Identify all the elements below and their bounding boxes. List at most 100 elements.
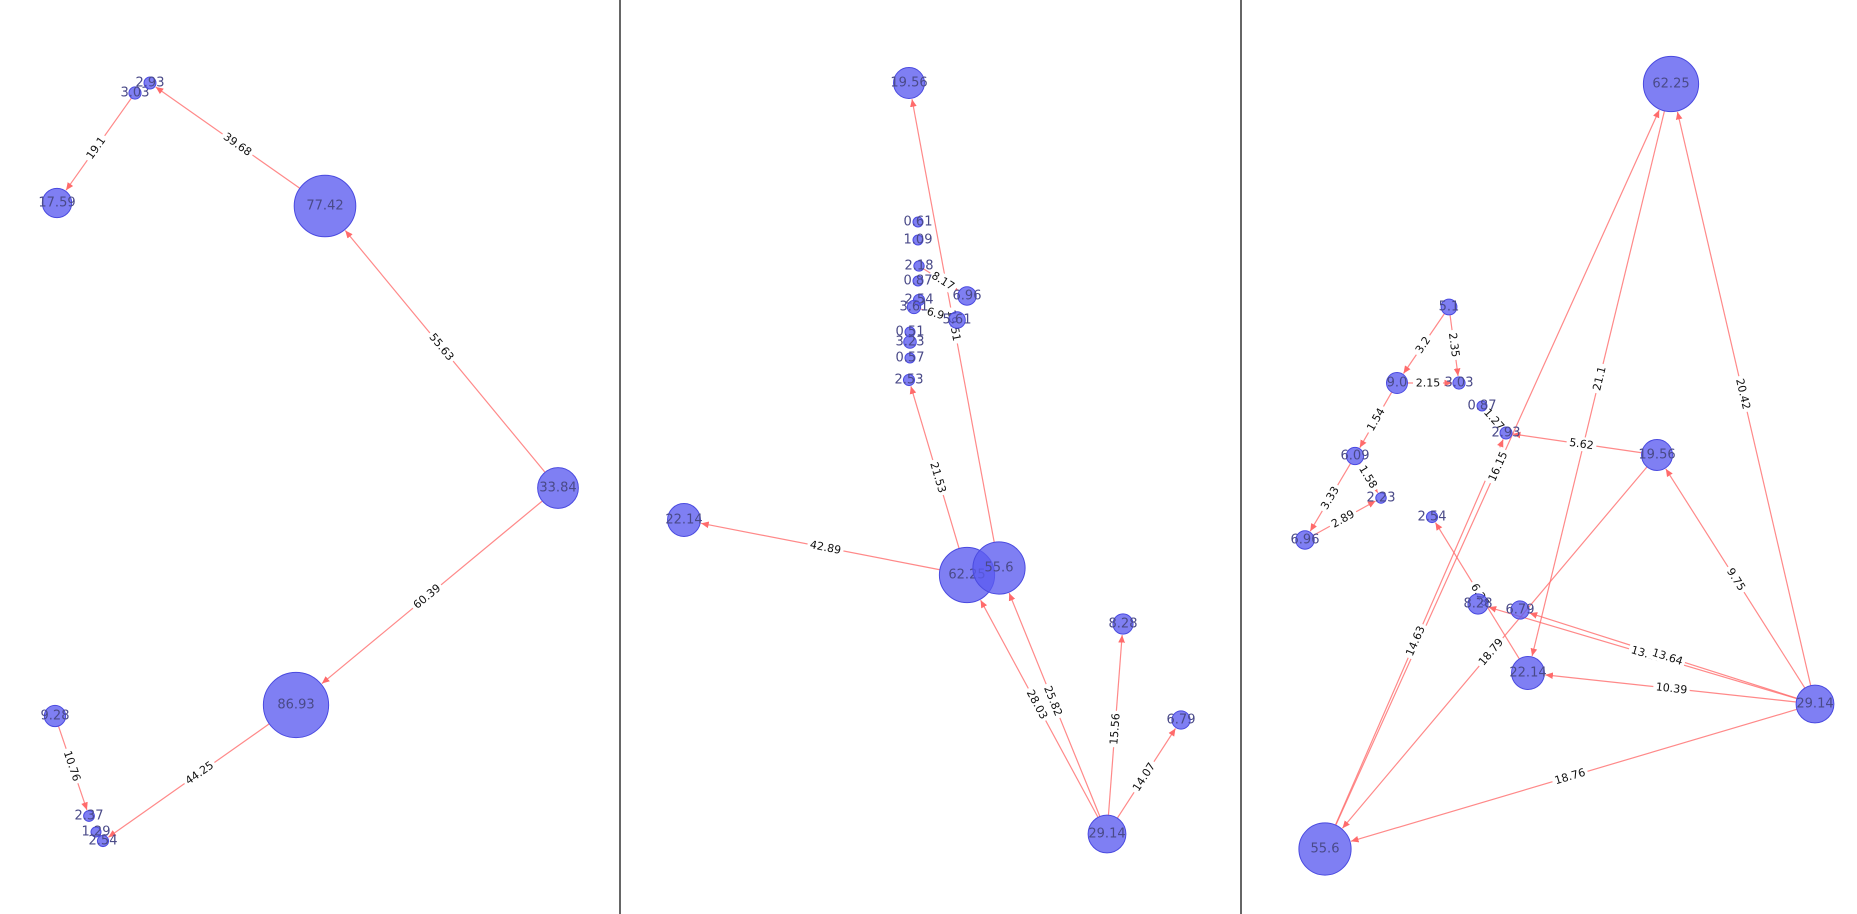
edge-label-text: 2.35 (1446, 332, 1462, 358)
edge-label: 20.42 (1732, 374, 1754, 414)
node-label: 0.87 (1468, 399, 1497, 414)
edge-label-background (1106, 710, 1124, 748)
edge-label: 16.15 (1484, 446, 1512, 487)
edge-label: 10.76 (59, 746, 85, 786)
graph-node[interactable] (902, 373, 916, 387)
edge-label-text: 15.56 (1107, 713, 1122, 745)
edge-label: 19.1 (81, 131, 111, 165)
edge-label-background (1316, 481, 1344, 515)
graph-node[interactable] (903, 335, 917, 349)
graph-node[interactable] (83, 810, 95, 822)
edge-label: 18.79 (1473, 633, 1509, 671)
edge-label-background (1445, 329, 1463, 361)
graph-node[interactable] (1087, 814, 1127, 854)
edge-label: 9.75 (1722, 563, 1750, 596)
graph-node[interactable] (1467, 593, 1489, 615)
graph-node[interactable] (1511, 656, 1545, 690)
graph-node[interactable] (912, 275, 924, 287)
graph-panel-left: 55.63 60.39 39.68 19.1 44.25 10.76 77.42 33.84 8… (38, 76, 579, 849)
graph-node[interactable] (904, 352, 916, 364)
edge-label-text: 2.15 (1416, 377, 1441, 390)
edge-label-background (926, 267, 960, 295)
graph-node[interactable] (1425, 510, 1439, 524)
node-label: 19.56 (1638, 448, 1675, 463)
node-label: 0.87 (904, 274, 933, 289)
graph-node[interactable] (1795, 684, 1835, 724)
graph-node[interactable] (1375, 492, 1387, 504)
node-label: 5.61 (943, 313, 972, 328)
edge-label-background (1039, 681, 1067, 721)
graph-node[interactable] (1112, 613, 1134, 635)
edge-label-background (1022, 685, 1052, 724)
edge-label-background (1565, 434, 1598, 454)
edge-label-text: 55.63 (426, 331, 456, 364)
edge-label-background (1647, 644, 1688, 670)
node-label: 55.6 (1311, 842, 1340, 857)
graph-node[interactable] (537, 467, 579, 509)
edge-label-background (1326, 505, 1360, 533)
edge-label-text: 13.64 (1651, 646, 1685, 668)
graph-node[interactable] (1499, 426, 1513, 440)
graph-node[interactable] (1642, 55, 1700, 113)
graph-node[interactable] (1440, 298, 1458, 316)
graph-node[interactable] (1171, 710, 1191, 730)
node-label: 2.18 (905, 259, 934, 274)
edge-label: 2.89 (1326, 505, 1360, 533)
graph-node[interactable] (972, 541, 1026, 595)
graph-node[interactable] (1298, 822, 1352, 876)
graph-node[interactable] (96, 834, 110, 848)
edge-label: 15.56 (1106, 710, 1124, 748)
node-label: 2.37 (75, 809, 104, 824)
node-label: 6.96 (953, 289, 982, 304)
graph-node[interactable] (90, 826, 102, 838)
edge-label-text: 18.76 (1553, 766, 1587, 787)
graph-node[interactable] (293, 174, 357, 238)
edge-label: 14.07 (1128, 757, 1160, 797)
edge-label-background (1589, 362, 1610, 395)
node-label: 8.28 (1109, 617, 1138, 632)
graph-node[interactable] (893, 67, 925, 99)
graph-node[interactable] (41, 187, 73, 219)
graph-node[interactable] (1386, 372, 1408, 394)
edge-label-text: 42.89 (809, 538, 842, 557)
node-label: 2.93 (1492, 426, 1521, 441)
graph-node[interactable] (1476, 400, 1488, 412)
graph-node[interactable] (1295, 530, 1315, 550)
edge-label-background (1413, 376, 1443, 390)
edge-label: 18.76 (1550, 764, 1590, 789)
edge-label-text: 14.07 (1130, 760, 1158, 793)
graph-node[interactable] (262, 671, 330, 739)
graph-node[interactable] (912, 216, 924, 228)
node-label: 2.54 (89, 834, 118, 849)
graph-node[interactable] (1510, 600, 1530, 620)
edge-label: 21.53 (926, 458, 950, 497)
edge-label-text: 21.53 (927, 461, 948, 495)
edge-label: 2.15 (1413, 376, 1443, 390)
graph-node[interactable] (1345, 446, 1365, 466)
edge-label-background (1484, 446, 1512, 487)
node-label: 2.53 (895, 373, 924, 388)
edge-label: 5.62 (1565, 434, 1598, 454)
graph-node[interactable] (143, 76, 157, 90)
node-label: 77.42 (306, 199, 343, 214)
graph-node[interactable] (128, 86, 142, 100)
graph-node[interactable] (906, 299, 922, 315)
edge-label-text: 10.39 (1655, 680, 1688, 696)
graph-node[interactable] (948, 311, 966, 329)
graph-node[interactable] (667, 503, 701, 537)
edge-label: 44.25 (180, 756, 219, 790)
node-label: 0.57 (896, 351, 925, 366)
edge-label: 42.89 (806, 537, 845, 558)
edge-label-background (1652, 679, 1691, 698)
graph-node[interactable] (957, 286, 977, 306)
node-label: 62.25 (1652, 77, 1689, 92)
graph-node[interactable] (1452, 376, 1466, 390)
graph-node[interactable] (913, 260, 925, 272)
node-label: 22.14 (665, 513, 702, 528)
graph-node[interactable] (43, 704, 67, 728)
graph-node[interactable] (1641, 439, 1673, 471)
graph-node[interactable] (912, 234, 924, 246)
edge-label-text: 21.1 (1590, 365, 1608, 392)
node-label: 6.79 (1506, 603, 1535, 618)
